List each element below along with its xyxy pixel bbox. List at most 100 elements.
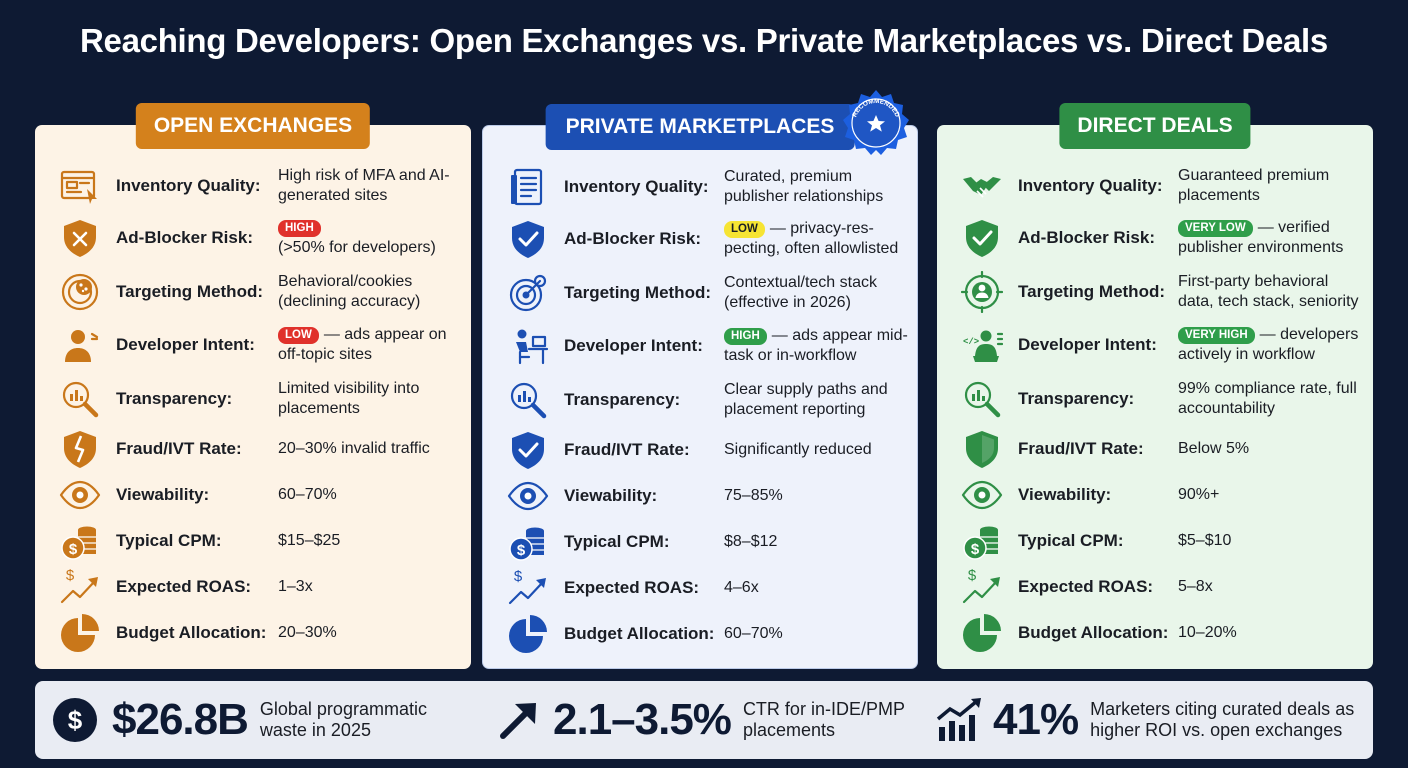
open-exchanges-card: OPEN EXCHANGES Inventory Quality: High ri… (35, 103, 471, 669)
coins-icon: $ (57, 518, 103, 564)
row-value-text: — privacy-res-pecting, often allowlisted (724, 220, 899, 257)
svg-text:$: $ (971, 541, 980, 558)
row-value: Behavioral/cookies (declining accuracy) (278, 273, 421, 310)
row-value: Clear supply paths and placement reporti… (724, 381, 888, 418)
row-label: Expected ROAS: (116, 577, 252, 596)
cookie-target-icon (57, 269, 103, 315)
eye-icon (57, 472, 103, 518)
row-label: Ad-Blocker Risk: (1018, 228, 1155, 247)
pie-icon (505, 611, 551, 657)
stat-value: 2.1–3.5% (553, 695, 732, 744)
document-icon (505, 164, 551, 210)
recommended-seal-icon: RECOMMENDED (843, 90, 909, 155)
stat-value: $26.8B (112, 695, 249, 744)
row-label: Expected ROAS: (564, 578, 700, 597)
row-label: Typical CPM: (116, 531, 222, 550)
row-value: Guaranteed premium placements (1178, 167, 1330, 204)
shield-check-icon (505, 216, 551, 262)
trend-arrow-icon: $ (959, 564, 1005, 610)
row-value: 4–6x (724, 579, 759, 596)
row-value: LOW — privacy-res-pecting, often allowlis… (724, 219, 912, 259)
status-badge: LOW (724, 221, 765, 238)
svg-text:$: $ (69, 541, 78, 558)
direct-deals-card: DIRECT DEALS Inventory Quality: Guarantee… (937, 103, 1373, 669)
handshake-icon (959, 163, 1005, 209)
row-label: Targeting Method: (116, 282, 263, 301)
target-gear-icon (505, 270, 551, 316)
row-value: Significantly reduced (724, 441, 872, 458)
row-value: HIGH (>50% for developers) (278, 218, 466, 258)
row-value: 20–30% (278, 624, 337, 641)
stat-desc: CTR for in-IDE/PMP placements (742, 699, 905, 740)
pie-icon (57, 610, 103, 656)
row-value: 60–70% (278, 486, 337, 503)
row-label: Fraud/IVT Rate: (1018, 439, 1144, 458)
row-label: Budget Allocation: (1018, 623, 1169, 642)
row-value: VERY HIGH — developers actively in workfl… (1178, 325, 1366, 365)
row-value: 99% compliance rate, full accountability (1178, 380, 1357, 417)
row-label: Inventory Quality: (1018, 176, 1163, 195)
stat-desc: Marketers citing curated deals as higher… (1090, 699, 1355, 740)
row-label: Ad-Blocker Risk: (564, 229, 701, 248)
arrow-up-right-icon (500, 703, 536, 739)
svg-text:$: $ (968, 567, 977, 584)
row-value: Below 5% (1178, 440, 1250, 457)
browser-cursor-icon (57, 163, 103, 209)
row-label: Typical CPM: (564, 532, 670, 551)
row-label: Viewability: (1018, 485, 1112, 504)
row-label: Developer Intent: (1018, 335, 1157, 354)
row-value: 20–30% invalid traffic (278, 440, 430, 457)
row-label: Budget Allocation: (116, 623, 267, 642)
row-label: Inventory Quality: (564, 177, 709, 196)
row-value-text: — ads appear on off-topic sites (278, 326, 447, 363)
stat-waste: $ $26.8B Global programmatic waste in 20… (52, 681, 445, 759)
trend-arrow-icon: $ (505, 565, 551, 611)
status-badge: LOW (278, 327, 319, 344)
trend-arrow-icon: $ (57, 564, 103, 610)
status-badge: HIGH (278, 220, 321, 237)
row-value: High risk of MFA and AI-generated sites (278, 167, 450, 204)
row-value-text: (>50% for developers) (278, 239, 436, 256)
stat-desc: Global programmatic waste in 2025 (259, 699, 427, 740)
shield-x-icon (57, 215, 103, 261)
svg-text:$: $ (514, 568, 523, 585)
row-label: Transparency: (1018, 389, 1135, 408)
row-value: 10–20% (1178, 624, 1237, 641)
row-value: Curated, premium publisher relationships (724, 168, 884, 205)
status-badge: VERY LOW (1178, 220, 1253, 237)
person-icon (57, 322, 103, 368)
row-value-text: — developers actively in workflow (1178, 326, 1359, 363)
row-label: Typical CPM: (1018, 531, 1124, 550)
dollar-circle-icon: $ (53, 698, 97, 742)
row-value: 75–85% (724, 487, 783, 504)
shield-broken-icon (57, 426, 103, 472)
row-value: 60–70% (724, 625, 783, 642)
svg-text:$: $ (66, 567, 75, 584)
shield-check-icon (959, 215, 1005, 261)
coins-icon: $ (505, 519, 551, 565)
row-label: Budget Allocation: (564, 624, 715, 643)
magnifier-chart-icon (959, 376, 1005, 422)
private-marketplaces-header: PRIVATE MARKETPLACES (545, 104, 855, 150)
svg-text:$: $ (517, 542, 526, 559)
status-badge: HIGH (724, 328, 767, 345)
row-value: Limited visibility into placements (278, 380, 420, 417)
row-value: HIGH — ads appear mid-task or in-workflow (724, 326, 912, 366)
row-label: Targeting Method: (1018, 282, 1165, 301)
eye-icon (505, 473, 551, 519)
stat-curated: 41% Marketers citing curated deals as hi… (935, 681, 1360, 759)
row-value: $8–$12 (724, 533, 778, 550)
row-value-text: — verified publisher environments (1178, 219, 1344, 256)
row-value: 90%+ (1178, 486, 1220, 503)
row-value: Contextual/tech stack (effective in 2026… (724, 274, 877, 311)
row-label: Ad-Blocker Risk: (116, 228, 253, 247)
row-value: VERY LOW — verified publisher environment… (1178, 218, 1366, 258)
row-label: Viewability: (116, 485, 210, 504)
magnifier-chart-icon (505, 377, 551, 423)
stat-ctr: 2.1–3.5% CTR for in-IDE/PMP placements (497, 681, 918, 759)
coins-icon: $ (959, 518, 1005, 564)
magnifier-chart-icon (57, 376, 103, 422)
row-label: Fraud/IVT Rate: (116, 439, 242, 458)
stat-value: 41% (993, 695, 1079, 744)
row-value: First-party behavioral data, tech stack,… (1178, 273, 1359, 310)
